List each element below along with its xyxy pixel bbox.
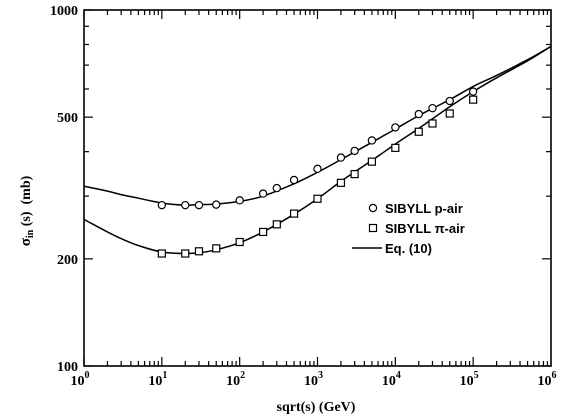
y-tick-labels: 100 200 500 1000: [50, 4, 78, 375]
data-point-p-air: [289, 175, 299, 185]
data-point-p-air: [468, 87, 478, 96]
x-tick-label-exponent: 1: [162, 370, 167, 381]
data-point-pi-air: [336, 178, 346, 187]
data-point-p-air: [336, 153, 346, 162]
x-tick-label-base: 10: [460, 374, 474, 389]
x-tick-label-exponent: 0: [85, 370, 90, 381]
data-point-pi-air: [258, 227, 268, 237]
y-axis-title-subscript: in: [25, 229, 36, 238]
data-point-p-air: [157, 200, 167, 210]
data-point-pi-air: [391, 143, 400, 152]
x-tick-label: 100: [71, 370, 90, 389]
x-tick-label-base: 10: [148, 374, 162, 389]
data-point-p-air: [272, 183, 282, 193]
ticks-layer: [83, 9, 551, 367]
x-tick-label-base: 10: [538, 374, 552, 389]
data-point-pi-air: [194, 247, 204, 256]
legend-circle-marker: [368, 203, 378, 213]
x-axis-title: sqrt(s) (GeV): [277, 400, 356, 415]
plot-frame: [83, 9, 552, 367]
data-point-pi-air: [181, 249, 190, 258]
data-point-p-air: [258, 189, 268, 198]
x-tick-label-base: 10: [71, 374, 85, 389]
y-tick-label: 100: [57, 360, 78, 375]
data-point-p-air: [428, 103, 437, 113]
data-point-p-air: [212, 200, 221, 209]
data-point-p-air: [313, 164, 322, 174]
points-layer: [157, 87, 478, 258]
data-point-pi-air: [157, 249, 166, 258]
x-tick-label-exponent: 5: [474, 370, 479, 381]
data-point-pi-air: [367, 157, 377, 166]
data-point-pi-air: [212, 244, 221, 253]
eq10-curve-p-air: [83, 45, 552, 206]
legend-item-p-air: SIBYLL p-air: [368, 201, 463, 216]
data-point-pi-air: [350, 169, 359, 179]
y-axis-title: σin (s) (mb): [18, 175, 36, 246]
x-tick-label-exponent: 4: [396, 370, 401, 381]
x-tick-label-exponent: 6: [552, 370, 557, 381]
x-tick-label: 101: [148, 370, 167, 389]
data-point-p-air: [414, 109, 423, 119]
x-tick-label: 105: [460, 370, 479, 389]
data-point-p-air: [350, 146, 359, 156]
legend-label-pi-air: SIBYLL π-air: [385, 221, 465, 236]
y-tick-label: 500: [57, 111, 78, 126]
x-tick-label-base: 10: [226, 374, 240, 389]
data-point-pi-air: [235, 237, 244, 247]
data-point-pi-air: [289, 209, 299, 218]
x-tick-labels: 100 101 102 103 104 105 106: [71, 370, 557, 389]
x-tick-label-base: 10: [304, 374, 318, 389]
data-point-pi-air: [469, 95, 478, 104]
y-tick-label: 200: [57, 253, 78, 268]
x-tick-label-base: 10: [382, 374, 396, 389]
legend-label-p-air: SIBYLL p-air: [385, 201, 463, 216]
eq10-curve-pi-air: [83, 45, 552, 255]
data-point-p-air: [391, 123, 400, 132]
data-point-p-air: [445, 96, 454, 106]
data-point-p-air: [181, 200, 190, 210]
x-tick-label-exponent: 2: [240, 370, 245, 381]
data-point-pi-air: [313, 194, 322, 203]
data-point-p-air: [235, 196, 244, 205]
y-tick-label: 1000: [50, 4, 78, 19]
x-tick-label: 102: [226, 370, 245, 389]
y-axis-title-rest: (s) (mb): [19, 175, 34, 229]
x-tick-label-exponent: 3: [318, 370, 323, 381]
legend-item-eq10: Eq. (10): [352, 241, 432, 256]
data-point-pi-air: [428, 119, 437, 128]
x-tick-label: 104: [382, 370, 401, 389]
curves-layer: [83, 45, 552, 255]
y-axis-title-symbol: σ: [18, 237, 34, 246]
data-point-p-air: [194, 200, 204, 210]
plot-frame-layer: [83, 9, 552, 367]
x-tick-label: 103: [304, 370, 323, 389]
data-point-p-air: [367, 136, 377, 145]
data-point-pi-air: [414, 127, 423, 136]
legend-square-marker: [368, 223, 378, 233]
legend-item-pi-air: SIBYLL π-air: [368, 221, 465, 236]
legend-label-eq10: Eq. (10): [385, 241, 432, 256]
legend: SIBYLL p-air SIBYLL π-air Eq. (10): [352, 201, 465, 256]
data-point-pi-air: [272, 220, 281, 229]
data-point-pi-air: [445, 109, 454, 118]
x-tick-label: 106: [538, 370, 557, 389]
